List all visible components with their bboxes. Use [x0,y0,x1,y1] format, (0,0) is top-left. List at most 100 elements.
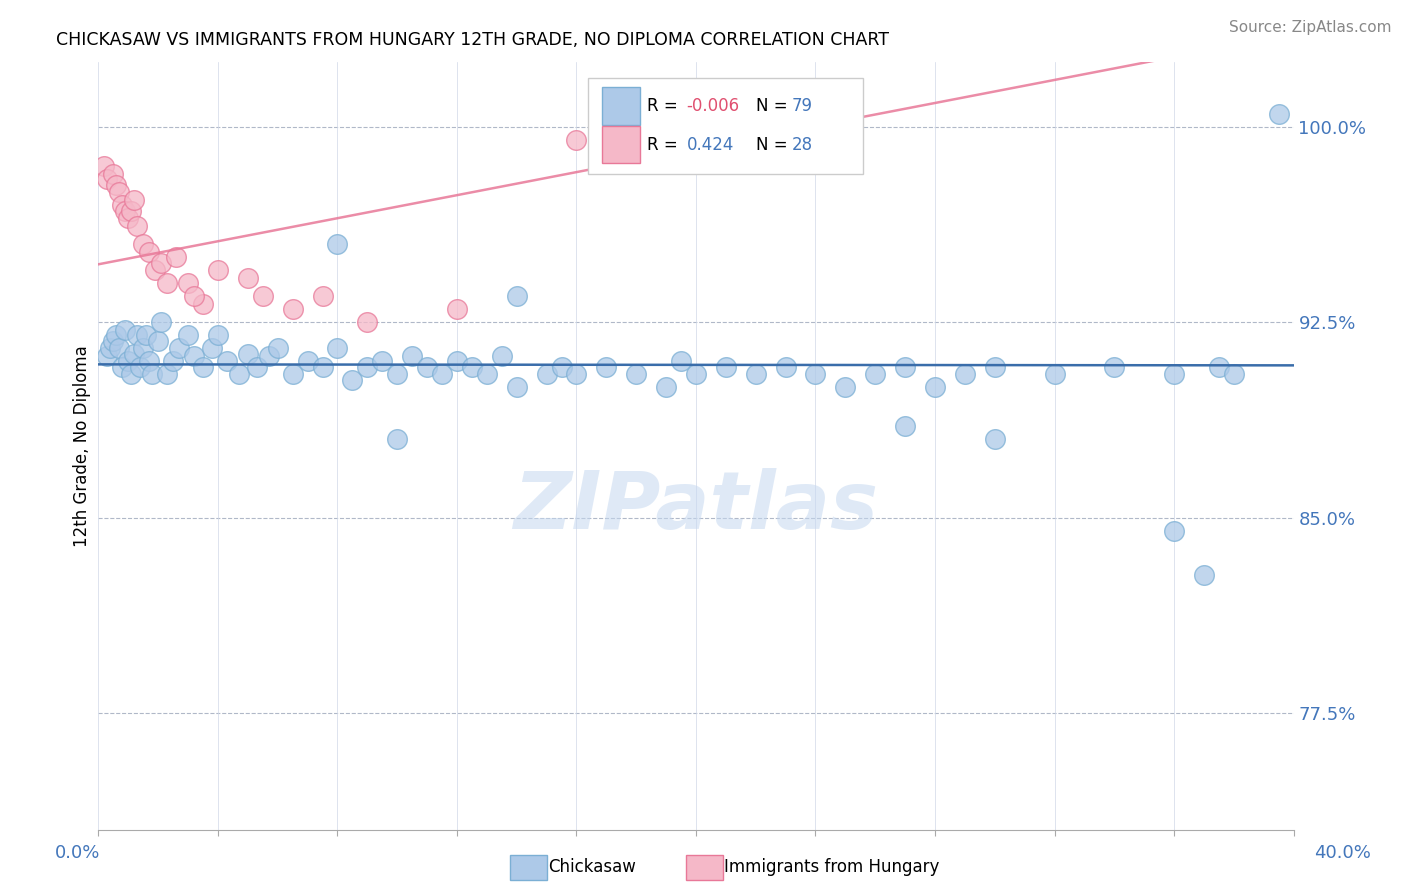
Point [156,277,179,291]
Point [894,419,917,434]
Point [865,368,887,382]
Point [685,368,707,382]
Point [550,359,572,374]
Point [177,328,200,343]
Point [565,368,588,382]
Point [215,354,238,368]
Point [401,349,423,363]
FancyBboxPatch shape [602,87,640,125]
Y-axis label: 12th Grade, No Diploma: 12th Grade, No Diploma [73,345,91,547]
Point [775,359,797,374]
Point [1163,368,1185,382]
Point [148,334,170,348]
Point [108,342,131,356]
Point [191,359,214,374]
Text: Immigrants from Hungary: Immigrants from Hungary [724,858,939,876]
Point [714,359,737,374]
Point [356,316,378,330]
Point [984,433,1007,447]
Point [669,354,692,368]
Point [124,194,146,208]
Text: 40.0%: 40.0% [1315,844,1371,862]
Point [385,368,409,382]
Point [96,349,118,363]
FancyBboxPatch shape [589,78,863,174]
Point [655,380,678,394]
Point [120,368,142,382]
Point [117,354,139,368]
Point [236,347,259,361]
Point [297,354,319,368]
Point [111,359,134,374]
Point [114,323,136,337]
Point [162,354,184,368]
Point [138,354,160,368]
Point [356,359,378,374]
Point [246,359,269,374]
Point [236,271,259,285]
Point [1267,107,1289,121]
FancyBboxPatch shape [602,126,640,163]
Point [127,328,149,343]
Point [894,359,917,374]
Point [207,328,229,343]
Text: R =: R = [647,136,683,153]
Point [105,328,128,343]
Point [98,342,122,356]
Point [834,380,856,394]
Point [228,368,250,382]
Point [506,289,529,303]
Point [924,380,946,394]
Point [371,354,394,368]
Point [565,133,588,147]
Point [150,255,173,269]
Point [156,368,179,382]
Point [117,211,139,226]
Point [167,342,190,356]
Point [93,160,115,174]
Text: 0.424: 0.424 [686,136,734,153]
Point [138,245,160,260]
Point [342,373,364,387]
Point [103,167,125,181]
Point [177,277,200,291]
Point [984,359,1007,374]
Point [207,263,229,277]
Point [129,359,152,374]
Point [953,368,976,382]
Point [105,178,128,192]
Point [114,203,136,218]
Point [430,368,453,382]
Point [143,263,166,277]
Point [165,251,187,265]
Point [326,237,349,252]
Point [183,349,205,363]
Point [132,342,155,356]
Point [1223,368,1246,382]
Point [201,342,224,356]
Point [132,237,155,252]
Text: Source: ZipAtlas.com: Source: ZipAtlas.com [1229,20,1392,35]
Point [111,198,134,212]
Point [461,359,484,374]
Point [626,368,648,382]
Point [108,186,131,200]
Point [96,172,118,186]
Text: ZIPatlas: ZIPatlas [513,468,879,547]
Point [491,349,513,363]
Text: 0.0%: 0.0% [55,844,100,862]
Point [446,302,468,317]
Point [150,316,173,330]
Point [120,203,142,218]
Point [281,368,304,382]
Point [267,342,290,356]
Point [127,219,149,234]
Point [475,368,498,382]
Point [103,334,125,348]
Text: N =: N = [756,97,793,115]
Point [506,380,529,394]
Text: Chickasaw: Chickasaw [548,858,637,876]
Point [416,359,439,374]
Text: R =: R = [647,97,683,115]
Point [385,433,409,447]
